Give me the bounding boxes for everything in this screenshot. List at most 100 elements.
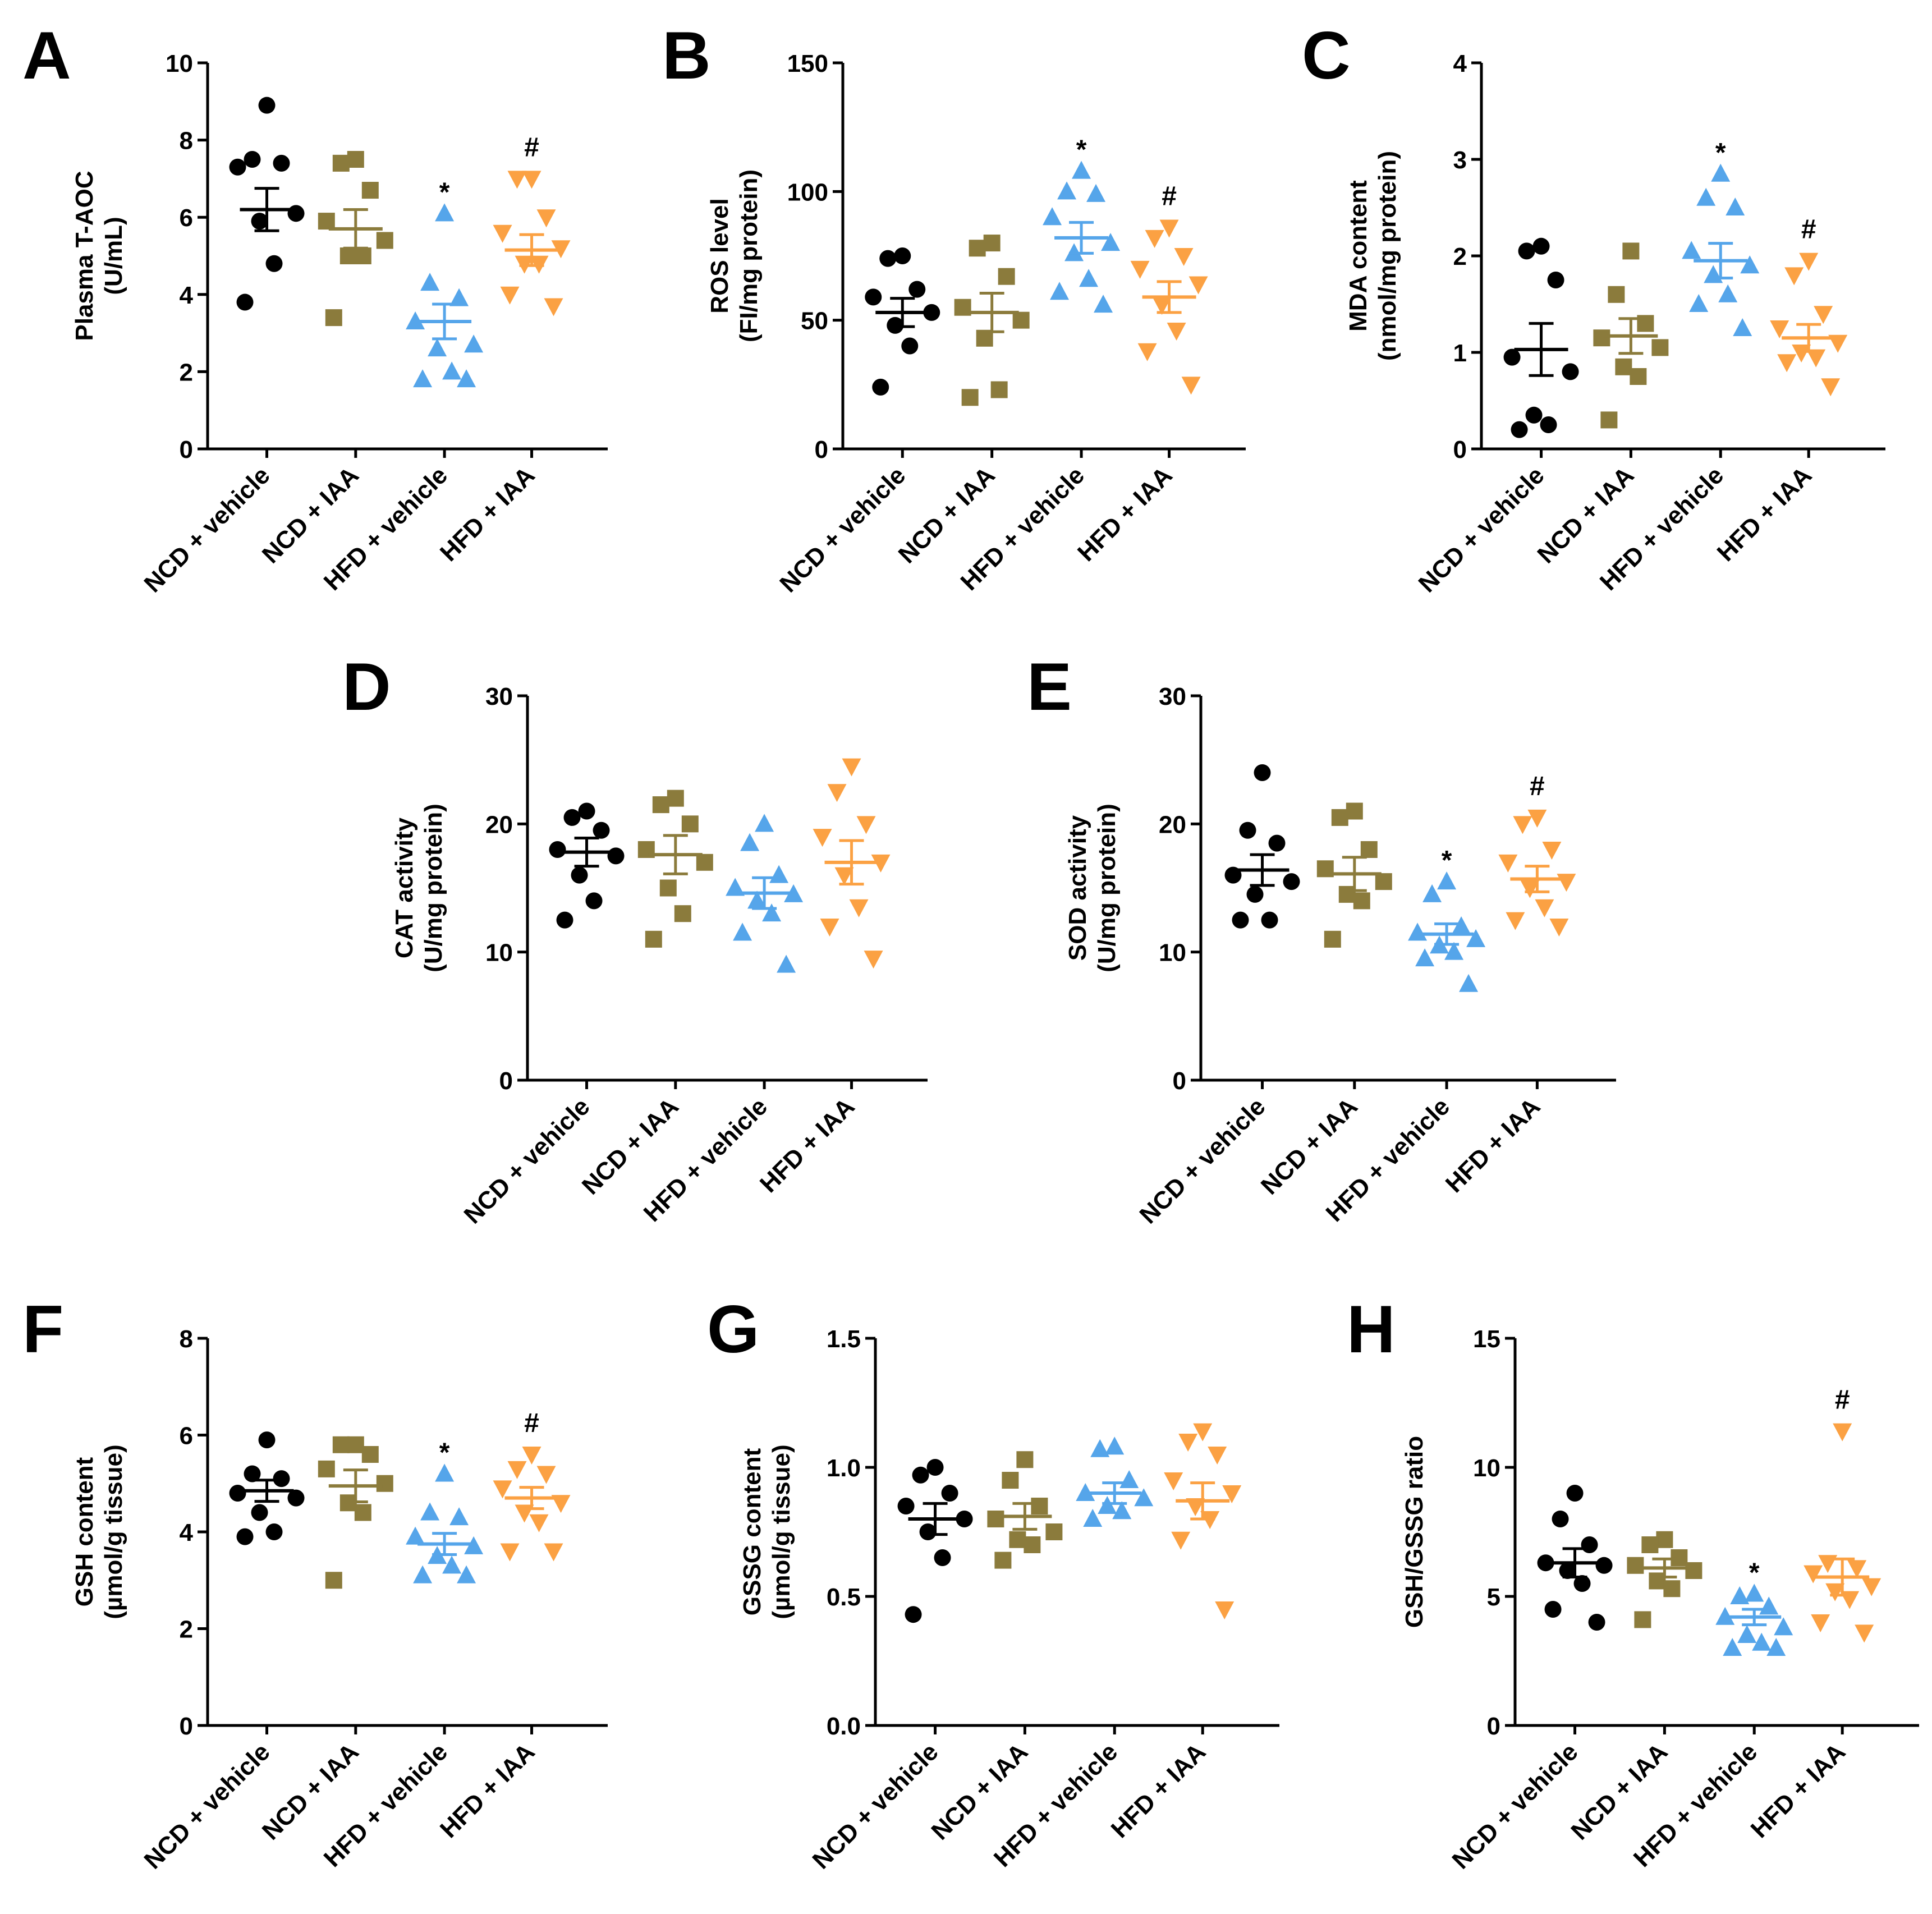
- panel-b-point-hfd-vehicle: [1079, 269, 1099, 287]
- panel-b-y-tick-label: 50: [801, 307, 828, 335]
- panel-d-y-label-line-1: CAT activity: [391, 817, 418, 958]
- panel-b-y-tick-label: 100: [787, 178, 828, 206]
- panel-b-point-hfd-iaa: [1137, 343, 1157, 361]
- panel-f-point-ncd-iaa: [361, 1446, 379, 1463]
- panel-g-y-tick-label: 1.5: [827, 1325, 861, 1353]
- panel-c-point-hfd-vehicle: [1733, 318, 1752, 336]
- panel-c-x-label-ncd-vehicle: NCD + vehicle: [1414, 461, 1550, 598]
- panel-f-point-ncd-iaa: [354, 1504, 371, 1521]
- panel-g-point-hfd-iaa: [1178, 1434, 1198, 1452]
- panel-f-point-ncd-vehicle: [265, 1523, 283, 1540]
- panel-f-point-hfd-iaa: [500, 1543, 520, 1562]
- panel-g-point-ncd-iaa: [1002, 1472, 1019, 1489]
- panel-h-significance-hfd-iaa: #: [1835, 1385, 1850, 1415]
- panel-b-point-ncd-iaa: [969, 240, 986, 257]
- panel-d-point-hfd-vehicle: [762, 903, 782, 922]
- panel-b-point-hfd-iaa: [1145, 230, 1164, 248]
- panel-e-point-hfd-vehicle: [1408, 922, 1428, 941]
- panel-f-point-ncd-vehicle: [287, 1489, 305, 1507]
- panel-g-point-ncd-iaa: [987, 1511, 1004, 1527]
- panel-d-point-hfd-iaa: [834, 867, 854, 885]
- panel-a-point-ncd-vehicle: [273, 154, 290, 172]
- panel-a-point-ncd-vehicle: [287, 205, 305, 222]
- panel-g-point-hfd-vehicle: [1112, 1501, 1132, 1520]
- panel-g-point-hfd-iaa: [1222, 1485, 1242, 1503]
- panel-e-point-hfd-vehicle: [1422, 884, 1442, 902]
- panel-e-point-hfd-vehicle: [1415, 948, 1435, 967]
- panel-b-point-ncd-vehicle: [879, 250, 897, 267]
- panel-c-point-hfd-iaa: [1770, 320, 1789, 338]
- panel-g-point-ncd-vehicle: [919, 1523, 937, 1540]
- panel-b-point-hfd-iaa: [1188, 276, 1208, 295]
- panel-b-point-ncd-vehicle: [923, 304, 940, 321]
- panel-g-point-ncd-iaa: [994, 1552, 1012, 1569]
- panel-b-point-ncd-vehicle: [865, 288, 882, 306]
- panel-g-point-hfd-vehicle: [1098, 1496, 1117, 1514]
- panel-e-point-ncd-iaa: [1338, 885, 1356, 903]
- panel-b-point-hfd-vehicle: [1072, 160, 1091, 179]
- panel-e-letter: E: [1027, 649, 1072, 724]
- panel-c-point-hfd-iaa: [1799, 253, 1819, 271]
- panel-h-y-tick-label: 0: [1487, 1713, 1500, 1740]
- panel-h-point-ncd-vehicle: [1573, 1575, 1591, 1592]
- panel-h-x-label-ncd-vehicle: NCD + vehicle: [1447, 1738, 1584, 1874]
- panel-e-point-hfd-iaa: [1513, 816, 1532, 834]
- panel-a-point-hfd-vehicle: [406, 311, 425, 329]
- panel-g-point-hfd-iaa: [1193, 1423, 1213, 1442]
- panel-a-y-tick-label: 0: [180, 436, 193, 463]
- panel-f-point-ncd-vehicle: [273, 1470, 290, 1488]
- panel-d-y-tick-label: 30: [485, 683, 513, 710]
- panel-g: G 0.0 0.5 1.0 1.5 GSSG content (µmol/g tissue)…: [707, 1292, 1279, 1874]
- panel-d-point-hfd-iaa: [820, 919, 839, 937]
- panel-d-y-tick-label: 0: [499, 1067, 513, 1095]
- panel-g-point-ncd-iaa: [1009, 1531, 1026, 1548]
- panel-f-point-hfd-vehicle: [442, 1555, 462, 1574]
- panel-c-point-ncd-vehicle: [1540, 416, 1557, 433]
- panel-a-point-hfd-vehicle: [413, 369, 433, 388]
- panel-a-point-ncd-iaa: [325, 309, 342, 327]
- panel-e-x-label-hfd-iaa: HFD + IAA: [1440, 1093, 1546, 1198]
- panel-d-point-ncd-vehicle: [578, 802, 595, 820]
- panel-h-point-ncd-vehicle: [1552, 1511, 1569, 1527]
- panel-e-point-hfd-iaa: [1520, 880, 1540, 898]
- panel-h-point-ncd-iaa: [1634, 1611, 1651, 1628]
- panel-f-point-hfd-iaa: [544, 1543, 563, 1562]
- panel-b-point-hfd-vehicle: [1101, 233, 1121, 251]
- panel-c-point-ncd-iaa: [1600, 411, 1618, 429]
- panel-a-point-ncd-iaa: [332, 154, 350, 172]
- panel-a-point-ncd-iaa: [347, 151, 364, 168]
- panel-d-point-ncd-iaa: [652, 796, 669, 814]
- panel-c-significance-hfd-iaa: #: [1801, 215, 1816, 245]
- panel-a-point-hfd-vehicle: [457, 369, 476, 388]
- panel-g-point-hfd-iaa: [1186, 1498, 1205, 1516]
- panel-d-point-ncd-vehicle: [549, 841, 566, 858]
- panel-d-point-ncd-vehicle: [556, 911, 573, 929]
- panel-e-point-ncd-iaa: [1375, 873, 1392, 891]
- panel-b-point-hfd-vehicle: [1086, 183, 1106, 202]
- panel-a-point-hfd-vehicle: [420, 273, 440, 291]
- panel-f-point-hfd-iaa: [536, 1466, 556, 1484]
- panel-f-significance-hfd-vehicle: *: [439, 1438, 450, 1468]
- panel-h-point-hfd-iaa: [1855, 1624, 1874, 1643]
- panel-a-y-tick-label: 2: [180, 359, 193, 386]
- panel-b-point-hfd-vehicle: [1094, 295, 1113, 313]
- panel-g-point-hfd-iaa: [1215, 1601, 1235, 1619]
- panel-a-y-tick-label: 10: [166, 50, 193, 77]
- panel-g-point-ncd-vehicle: [934, 1549, 951, 1566]
- panel-d-point-hfd-iaa: [842, 758, 861, 777]
- panel-f-point-hfd-iaa: [529, 1514, 549, 1532]
- panel-c-y-label-line-2: (nmol/mg protein): [1374, 151, 1401, 361]
- panel-d: D 0 10 20 30 CAT activity (U/mg protein) NCD + …: [342, 649, 928, 1229]
- panel-c-point-hfd-vehicle: [1689, 294, 1709, 312]
- panel-b-point-hfd-iaa: [1174, 248, 1194, 266]
- panel-h-point-ncd-vehicle: [1544, 1601, 1562, 1618]
- panel-e-point-hfd-iaa: [1506, 912, 1525, 930]
- panel-c-point-ncd-iaa: [1593, 329, 1610, 347]
- panel-c-point-hfd-vehicle: [1740, 255, 1760, 274]
- panel-g-y-tick-label: 0.0: [827, 1713, 861, 1740]
- panel-g-point-hfd-vehicle: [1119, 1470, 1139, 1488]
- panel-g-point-ncd-iaa: [1031, 1498, 1048, 1514]
- panel-g-x-label-ncd-vehicle: NCD + vehicle: [807, 1738, 944, 1874]
- panel-c-y-label-line-1: MDA content: [1344, 180, 1372, 332]
